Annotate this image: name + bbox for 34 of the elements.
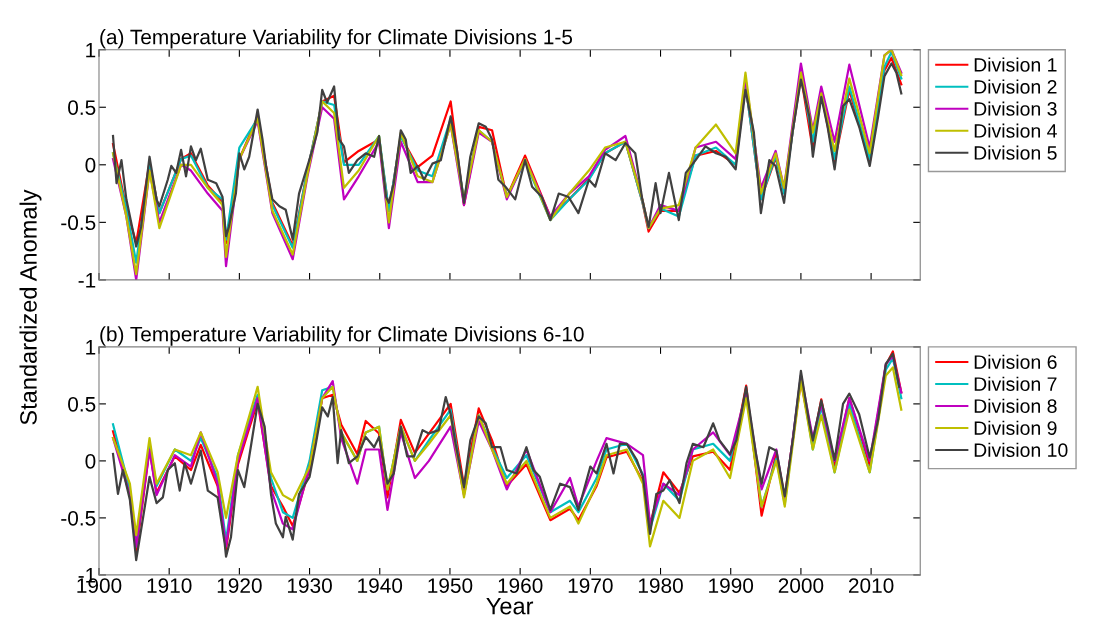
legend-label: Division 4 (974, 123, 1057, 138)
x-tick-label: 1950 (428, 578, 473, 593)
y-tick-label: -1 (78, 273, 96, 288)
x-tick-label: 1920 (217, 578, 262, 593)
y-tick-label: 0.5 (68, 396, 96, 412)
x-tick-label: 2010 (848, 578, 894, 593)
legend-label: Division 10 (974, 442, 1068, 458)
legend-label: Division 1 (974, 57, 1057, 72)
y-tick-label: 0 (85, 453, 96, 469)
legend-label: Division 9 (974, 420, 1057, 435)
x-tick-label: 1910 (147, 578, 192, 593)
x-axis-title: Year (486, 597, 534, 615)
y-tick-label: 1 (86, 42, 96, 58)
x-tick-label: 1930 (287, 578, 332, 593)
legend-label: Division 2 (974, 79, 1057, 94)
x-tick-label: 1960 (498, 578, 543, 593)
y-tick-label: 1 (86, 340, 96, 355)
x-tick-label: 1940 (358, 578, 403, 593)
x-tick-label: 1980 (638, 578, 683, 593)
y-tick-label: 0 (85, 157, 96, 173)
y-tick-label: -0.5 (61, 510, 96, 526)
y-axis-title: Standardized Anomaly (19, 189, 42, 425)
legend-label: Division 3 (974, 101, 1057, 116)
x-tick-label: 2000 (778, 578, 824, 593)
legend-label: Division 8 (974, 398, 1057, 413)
legend-label: Division 5 (974, 145, 1057, 160)
x-tick-label: 1990 (709, 578, 754, 593)
chart-title: (a) Temperature Variability for Climate Divisions 1-5 (100, 29, 573, 49)
y-tick-label: 0.5 (68, 100, 96, 115)
y-tick-label: -0.5 (61, 215, 96, 231)
x-tick-label: 1970 (568, 578, 613, 593)
legend-label: Division 6 (974, 354, 1057, 369)
chart-title: (b) Temperature Variability for Climate Divisions 6-10 (100, 326, 584, 346)
legend-label: Division 7 (974, 376, 1057, 391)
